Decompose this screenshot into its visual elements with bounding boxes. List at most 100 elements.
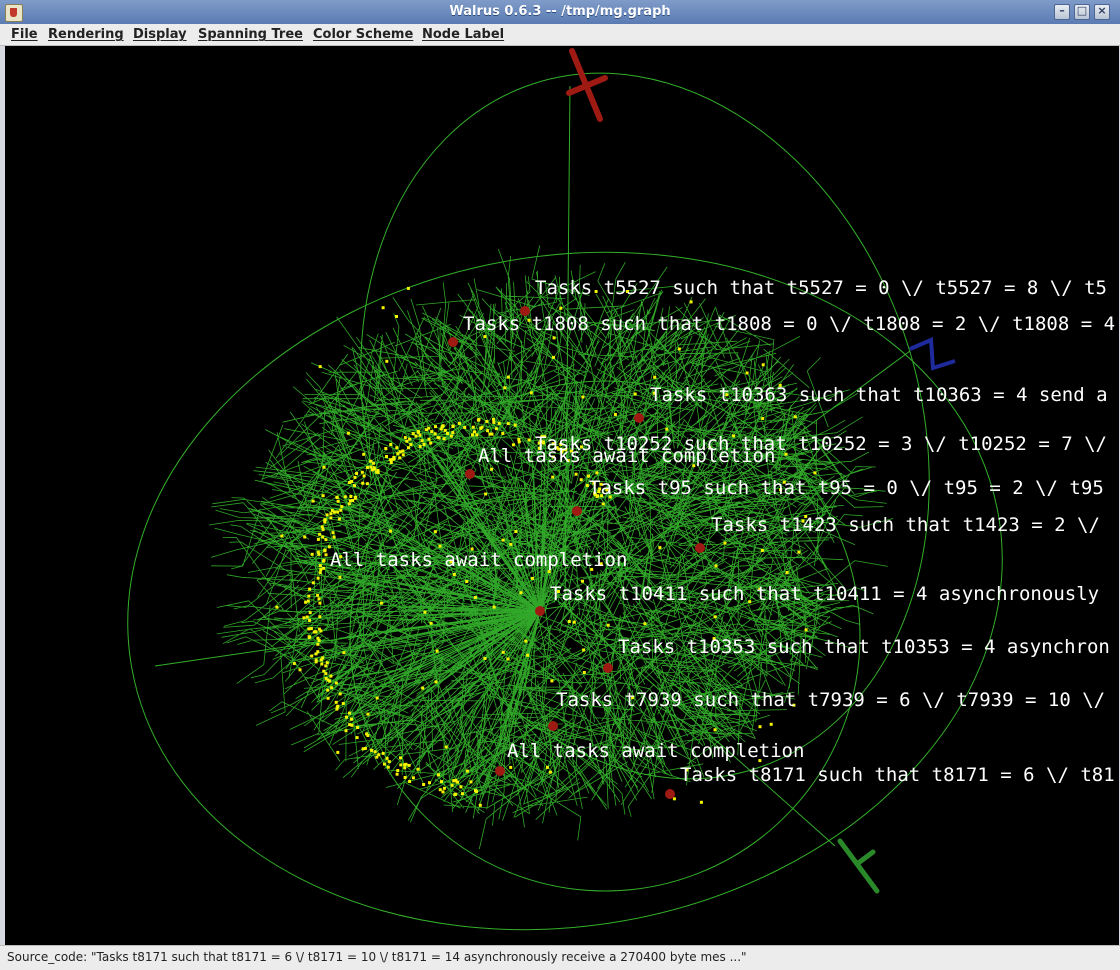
graph-node bbox=[439, 427, 443, 431]
graph-node bbox=[427, 426, 431, 430]
graph-node bbox=[324, 538, 328, 542]
graph-node bbox=[408, 437, 412, 441]
node-label: All tasks await completion bbox=[330, 549, 628, 571]
highlighted-nodes[interactable] bbox=[448, 306, 705, 799]
graph-node bbox=[362, 452, 366, 456]
graph-node bbox=[488, 432, 492, 436]
close-button[interactable]: × bbox=[1094, 4, 1110, 20]
highlighted-node[interactable] bbox=[465, 469, 475, 479]
graph-node bbox=[595, 495, 599, 499]
minimize-button[interactable]: – bbox=[1054, 4, 1070, 20]
graph-node bbox=[403, 763, 407, 767]
graph-node bbox=[318, 365, 322, 369]
graph-node bbox=[561, 448, 564, 452]
graph-node bbox=[398, 450, 402, 454]
graph-node bbox=[324, 677, 328, 680]
highlighted-node[interactable] bbox=[695, 543, 705, 553]
highlighted-node[interactable] bbox=[495, 766, 505, 776]
graph-node bbox=[304, 600, 308, 604]
graph-node bbox=[452, 573, 456, 576]
menu-node-label[interactable]: Node Label bbox=[422, 27, 505, 42]
graph-node bbox=[475, 433, 479, 437]
graph-node bbox=[511, 443, 515, 447]
graph-node bbox=[366, 466, 369, 469]
graph-node bbox=[362, 474, 366, 478]
graph-node bbox=[330, 509, 334, 512]
graph-node bbox=[420, 439, 424, 443]
graph-node bbox=[473, 430, 476, 434]
graph-node bbox=[492, 605, 496, 609]
z-axis-marker bbox=[909, 337, 956, 371]
graph-node bbox=[335, 705, 339, 709]
graph-node bbox=[440, 425, 444, 429]
graph-node bbox=[435, 649, 439, 653]
graph-node bbox=[552, 336, 556, 340]
graph-node bbox=[723, 541, 727, 545]
graph-node bbox=[373, 750, 377, 754]
menu-rendering[interactable]: Rendering bbox=[48, 27, 124, 42]
graph-node bbox=[478, 803, 482, 807]
graph-node bbox=[547, 570, 551, 574]
graph-node bbox=[347, 502, 351, 506]
graph-node bbox=[497, 421, 501, 425]
menu-color-scheme[interactable]: Color Scheme bbox=[313, 27, 414, 42]
highlighted-node[interactable] bbox=[572, 506, 582, 516]
graph-node bbox=[335, 496, 339, 499]
graph-node bbox=[582, 671, 586, 674]
graph-node bbox=[318, 532, 322, 536]
graph-node bbox=[418, 445, 422, 448]
graph-node bbox=[323, 548, 327, 552]
graph-node bbox=[574, 472, 578, 476]
menu-file[interactable]: File bbox=[11, 27, 38, 42]
highlighted-node[interactable] bbox=[665, 789, 675, 799]
graph-node bbox=[760, 549, 764, 552]
graph-node bbox=[361, 481, 365, 485]
graph-node bbox=[550, 679, 554, 683]
graph-node bbox=[433, 432, 437, 436]
graph-node bbox=[509, 765, 513, 769]
graph-node bbox=[451, 425, 455, 428]
graph-node bbox=[732, 434, 736, 438]
highlighted-node[interactable] bbox=[520, 306, 530, 316]
y-axis-marker bbox=[837, 838, 880, 894]
graph-node bbox=[529, 391, 533, 395]
graph-node bbox=[761, 363, 765, 367]
menu-display[interactable]: Display bbox=[133, 27, 187, 42]
graph-node bbox=[325, 661, 329, 665]
maximize-button[interactable]: □ bbox=[1074, 4, 1090, 20]
graph-node bbox=[537, 441, 541, 445]
graph-node bbox=[375, 755, 379, 759]
graph-node bbox=[416, 430, 420, 434]
edge-bundle bbox=[209, 245, 894, 850]
graph-node bbox=[692, 464, 696, 468]
node-label: Tasks t8171 such that t8171 = 6 \/ t81 bbox=[680, 764, 1115, 786]
graph-node bbox=[385, 359, 389, 363]
graph-node bbox=[595, 471, 599, 475]
highlighted-node[interactable] bbox=[535, 606, 545, 616]
graph-node bbox=[454, 792, 458, 796]
graph-node bbox=[541, 440, 545, 444]
highlighted-node[interactable] bbox=[448, 337, 458, 347]
graph-node bbox=[375, 470, 379, 474]
graph-node bbox=[421, 686, 425, 690]
graph-node bbox=[369, 465, 373, 469]
graph-node bbox=[423, 610, 427, 614]
graph-node bbox=[797, 550, 801, 554]
graph-node bbox=[326, 678, 330, 682]
highlighted-node[interactable] bbox=[603, 663, 613, 673]
graph-node bbox=[527, 318, 531, 322]
graph-visualization[interactable] bbox=[5, 46, 1119, 945]
graph-node bbox=[324, 664, 328, 668]
graph-node bbox=[580, 445, 583, 449]
graph-node bbox=[275, 605, 279, 609]
menu-spanning-tree[interactable]: Spanning Tree bbox=[198, 27, 303, 42]
highlighted-node[interactable] bbox=[634, 413, 644, 423]
graph-edges bbox=[209, 245, 894, 850]
graph-node bbox=[442, 437, 446, 441]
graph-node bbox=[626, 290, 629, 293]
graph-node bbox=[370, 468, 374, 472]
graph-canvas[interactable]: Tasks t5527 such that t5527 = 0 \/ t5527… bbox=[5, 46, 1119, 945]
graph-node bbox=[471, 425, 475, 429]
highlighted-node[interactable] bbox=[548, 721, 558, 731]
graph-node bbox=[597, 490, 601, 494]
